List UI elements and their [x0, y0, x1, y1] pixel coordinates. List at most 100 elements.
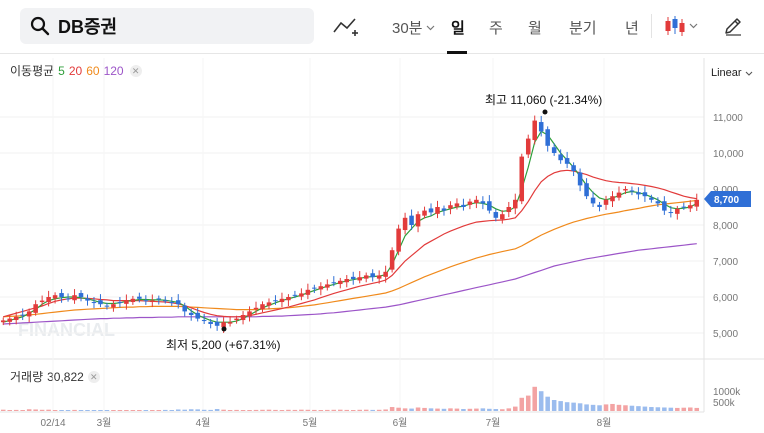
chart-gridlines [0, 58, 764, 413]
chart-type-select[interactable] [664, 14, 698, 38]
volume-bar [370, 409, 375, 411]
period-tab-day[interactable]: 일 [451, 20, 465, 37]
candle-body [525, 138, 531, 155]
candle-body [305, 289, 311, 295]
candle-body [396, 228, 401, 252]
volume-bar [506, 408, 512, 411]
candle-body [344, 279, 350, 283]
candle-body [474, 199, 479, 204]
volume-bar [454, 408, 460, 411]
time-tick-label: 02/14 [40, 418, 65, 429]
period-tab-month[interactable]: 월 [528, 20, 542, 37]
price-tick-label: 7,000 [713, 257, 738, 268]
period-tab-quarter[interactable]: 분기 [569, 20, 597, 37]
volume-bar [383, 409, 388, 411]
volume-bar [104, 410, 110, 411]
candle-body [642, 192, 648, 197]
volume-bar [253, 409, 259, 411]
volume-tick-label: 500k [713, 398, 736, 409]
candle-body [415, 214, 421, 227]
candle-body [325, 284, 330, 288]
volume-legend[interactable]: 거래량 30,822 ✕ [10, 368, 100, 385]
candle-body [545, 129, 550, 146]
ma5-label: 5 [58, 63, 65, 78]
ma120-line [3, 243, 697, 325]
scale-select-label[interactable]: Linear [711, 67, 742, 79]
candle-body [240, 315, 246, 321]
candle-body [13, 316, 19, 321]
candle-body [46, 297, 51, 303]
volume-bar [98, 410, 103, 411]
candle-body [610, 196, 615, 202]
candle-body [519, 156, 525, 202]
volume-bar [694, 407, 700, 411]
search-icon[interactable] [30, 16, 50, 36]
candle-body [493, 212, 499, 218]
edit-pen-icon[interactable] [723, 16, 743, 36]
ma60-label: 60 [86, 63, 100, 78]
volume-bar [493, 409, 499, 411]
volume-bar [240, 410, 246, 411]
volume-bar [435, 408, 440, 411]
candle-body [532, 120, 537, 141]
candle-body [558, 154, 563, 161]
candle-body [78, 293, 84, 297]
candle-body [266, 302, 272, 306]
volume-bar [214, 409, 220, 411]
volume-bar [597, 405, 602, 411]
candle-body [564, 158, 570, 164]
volume-bar [668, 407, 674, 411]
period-tab-year[interactable]: 년 [625, 20, 639, 37]
candle-body [175, 300, 181, 305]
candle-body [376, 275, 382, 279]
candle-body [668, 212, 674, 214]
candle-body [143, 300, 149, 302]
candle-body [409, 215, 414, 225]
remove-volume-icon[interactable]: ✕ [87, 370, 100, 383]
volume-bar [13, 409, 19, 411]
search-value[interactable]: DB증권 [58, 17, 118, 37]
candle-body [590, 197, 596, 204]
volume-bar [111, 410, 116, 411]
interval-select-label[interactable]: 30분 [392, 20, 423, 37]
stock-search-box[interactable]: DB증권 [20, 8, 314, 44]
ma120-label: 120 [103, 63, 124, 78]
candle-body [551, 147, 557, 153]
chevron-down-icon [745, 71, 752, 76]
candle-body [448, 205, 453, 209]
candlestick-icon[interactable] [664, 14, 686, 38]
indicator-icon[interactable] [333, 16, 359, 38]
candle-body [506, 207, 512, 213]
volume-bar [26, 409, 32, 411]
volume-bar [519, 397, 525, 411]
volume-bar [169, 410, 175, 411]
volume-bar [273, 409, 278, 411]
moving-average-legend[interactable]: 이동평균 5 20 60 120 ✕ [10, 62, 142, 79]
volume-bar [208, 409, 213, 411]
candle-body [227, 322, 233, 324]
high-annotation: 최고 11,060 (-21.34%) [485, 93, 602, 107]
volume-bar [59, 410, 64, 411]
volume-bar [39, 409, 45, 411]
interval-select[interactable]: 30분 [392, 17, 435, 38]
volume-bar [389, 407, 395, 411]
volume-bar [500, 409, 505, 411]
candle-body [188, 312, 194, 315]
candle-body [20, 314, 25, 316]
volume-bar [688, 407, 693, 411]
candle-body [163, 300, 168, 302]
time-tick-label: 6월 [393, 417, 408, 429]
volume-bar [616, 404, 622, 411]
candle-body [65, 298, 71, 300]
candle-body [195, 312, 200, 319]
volume-bar [415, 407, 421, 411]
ma20-label: 20 [68, 63, 83, 78]
volume-bar [525, 395, 531, 411]
volume-bar [441, 408, 447, 411]
period-tab-week[interactable]: 주 [489, 20, 503, 37]
remove-ma-icon[interactable]: ✕ [129, 64, 142, 77]
candle-body [39, 300, 45, 303]
price-tick-label: 10,000 [713, 149, 744, 160]
scale-select[interactable]: Linear [711, 67, 753, 79]
